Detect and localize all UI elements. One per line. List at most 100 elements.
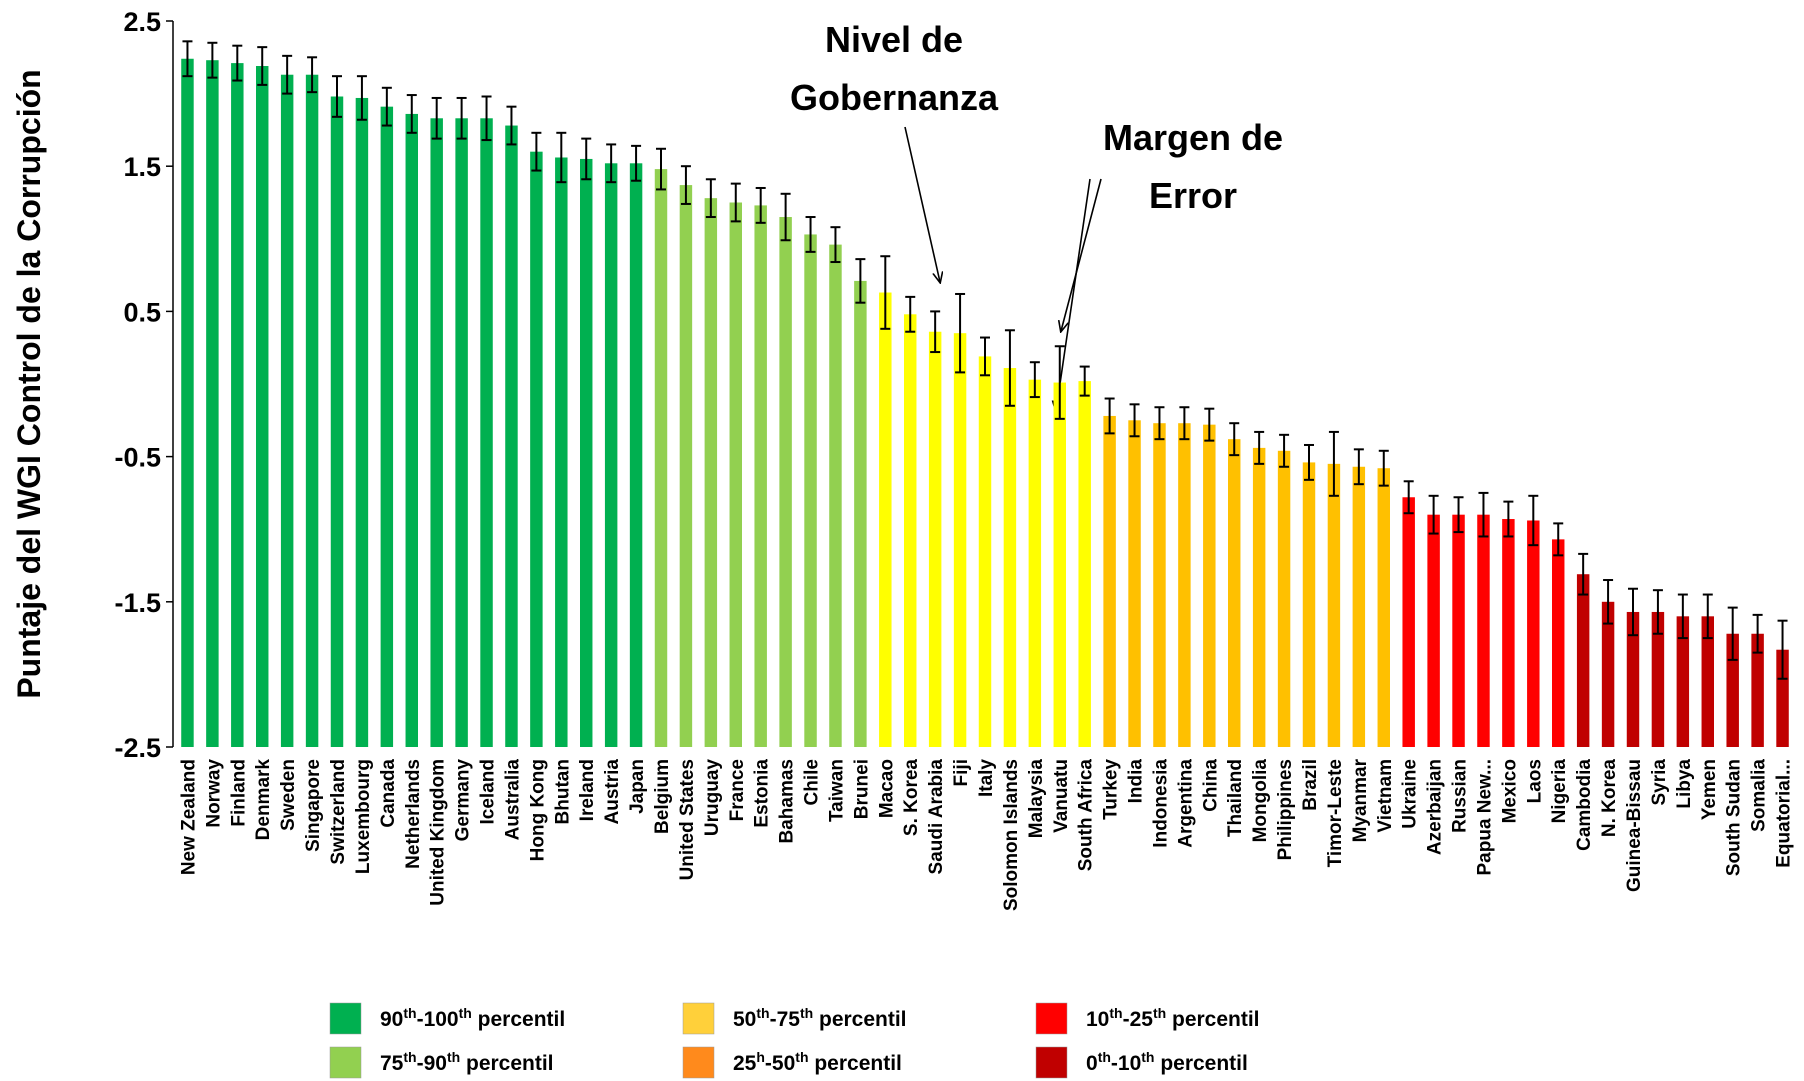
- bar: [405, 113, 418, 748]
- legend-swatch: [329, 1046, 362, 1079]
- x-tick-label: Somalia: [1749, 759, 1770, 832]
- legend-label-part: th: [1153, 1005, 1166, 1021]
- bar: [1576, 574, 1590, 747]
- error-bar: [1603, 579, 1614, 625]
- bar: [1028, 379, 1042, 747]
- x-tick-label: Australia: [502, 759, 523, 841]
- bar: [1053, 382, 1066, 747]
- legend-label-part: percentil: [1154, 1052, 1247, 1075]
- bar: [455, 118, 468, 747]
- x-tick-label: Norway: [203, 759, 224, 828]
- bar: [779, 217, 792, 747]
- x-tick-label: Netherlands: [403, 759, 424, 869]
- bar: [1128, 420, 1141, 747]
- bar: [1402, 497, 1415, 747]
- error-bar: [1403, 480, 1414, 515]
- x-tick-label: Turkey: [1101, 759, 1122, 820]
- x-tick-label: Mongolia: [1250, 759, 1271, 843]
- error-bar: [1204, 407, 1215, 442]
- legend-label-part: -25: [1123, 1008, 1154, 1031]
- annotation: Error: [1149, 175, 1237, 216]
- error-bar: [282, 54, 293, 95]
- bar: [1676, 616, 1690, 747]
- bar: [1228, 439, 1241, 747]
- error-bar: [456, 96, 467, 140]
- bar: [804, 234, 817, 748]
- legend-label-part: percentil: [813, 1008, 906, 1031]
- error-bar: [556, 131, 567, 184]
- error-bar: [1179, 406, 1190, 441]
- error-bar: [1229, 422, 1240, 457]
- error-bar: [1004, 329, 1015, 407]
- x-tick-label: Timor-Leste: [1325, 759, 1346, 867]
- x-tick-label: Hong Kong: [527, 759, 548, 861]
- legend-label: 10th-25th percentil: [1086, 1005, 1260, 1031]
- error-bar: [755, 186, 766, 224]
- bar: [629, 163, 643, 747]
- x-tick-label: Cambodia: [1574, 759, 1595, 851]
- x-tick-label: France: [727, 759, 748, 821]
- x-tick-label: Vanuatu: [1051, 759, 1072, 833]
- bar: [604, 163, 618, 747]
- bar: [1527, 520, 1540, 747]
- x-tick-label: Singapore: [303, 759, 324, 852]
- error-bar: [1304, 443, 1314, 481]
- error-bar: [1727, 606, 1738, 661]
- bar: [1153, 423, 1166, 747]
- legend-label-part: 0: [1086, 1052, 1098, 1075]
- bar: [1327, 463, 1341, 747]
- bar: [231, 63, 244, 747]
- annotation: Gobernanza: [790, 77, 999, 118]
- x-tick-label: Finland: [228, 759, 249, 827]
- error-bar: [1578, 552, 1589, 596]
- x-tick-label: Brunei: [851, 759, 872, 819]
- error-bar: [1553, 522, 1564, 557]
- x-tick-label: Russian: [1450, 759, 1471, 833]
- x-tick-label: Sweden: [278, 759, 299, 831]
- bar: [1601, 601, 1615, 747]
- x-tick-label: Belgium: [652, 759, 673, 834]
- x-tick-label: Azerbaijan: [1425, 759, 1446, 855]
- x-tick-label: Saudi Arabia: [926, 759, 947, 875]
- legend-label-part: 90: [380, 1008, 403, 1031]
- error-bar: [705, 178, 716, 219]
- legend-label-part: th: [1098, 1049, 1111, 1065]
- legend-label-part: h: [756, 1049, 765, 1065]
- bar: [1751, 633, 1764, 747]
- bar: [679, 185, 693, 748]
- bar: [305, 74, 319, 747]
- error-bar: [1478, 491, 1489, 538]
- bar: [1701, 616, 1714, 747]
- bar: [1452, 514, 1465, 747]
- y-tick-label: -1.5: [114, 588, 161, 618]
- error-bar: [1378, 449, 1389, 487]
- bar: [1477, 514, 1490, 747]
- legend-label: 90th-100th percentil: [380, 1005, 565, 1031]
- bar: [1377, 468, 1390, 747]
- bar: [1103, 415, 1116, 747]
- legend-swatch: [1035, 1046, 1068, 1079]
- y-axis-title: Puntaje del WGI Control de la Corrupción: [11, 69, 47, 698]
- legend-label-part: 25: [733, 1052, 757, 1075]
- bar: [978, 356, 992, 747]
- legend-label-part: th: [403, 1049, 416, 1065]
- error-bar: [780, 192, 791, 242]
- error-bar: [1503, 500, 1514, 538]
- x-tick-label: Germany: [453, 759, 474, 842]
- x-tick-label: Myanmar: [1350, 758, 1371, 842]
- x-tick-label: Indonesia: [1150, 759, 1171, 848]
- x-tick-label: Macao: [876, 759, 897, 818]
- legend-label-part: -100: [417, 1008, 459, 1031]
- x-tick-label: Italy: [976, 759, 997, 797]
- bar: [355, 97, 369, 748]
- y-tick-label: -2.5: [114, 733, 161, 763]
- error-bar: [356, 75, 367, 121]
- x-tick-label: Guinea-Bissau: [1624, 759, 1645, 892]
- legend-label-part: -75: [770, 1008, 801, 1031]
- x-tick-label: Ukraine: [1400, 759, 1421, 829]
- x-tick-label: Estonia: [752, 759, 773, 828]
- error-bar: [1628, 587, 1638, 637]
- error-bar: [257, 46, 268, 86]
- x-tick-label: India: [1126, 759, 1147, 804]
